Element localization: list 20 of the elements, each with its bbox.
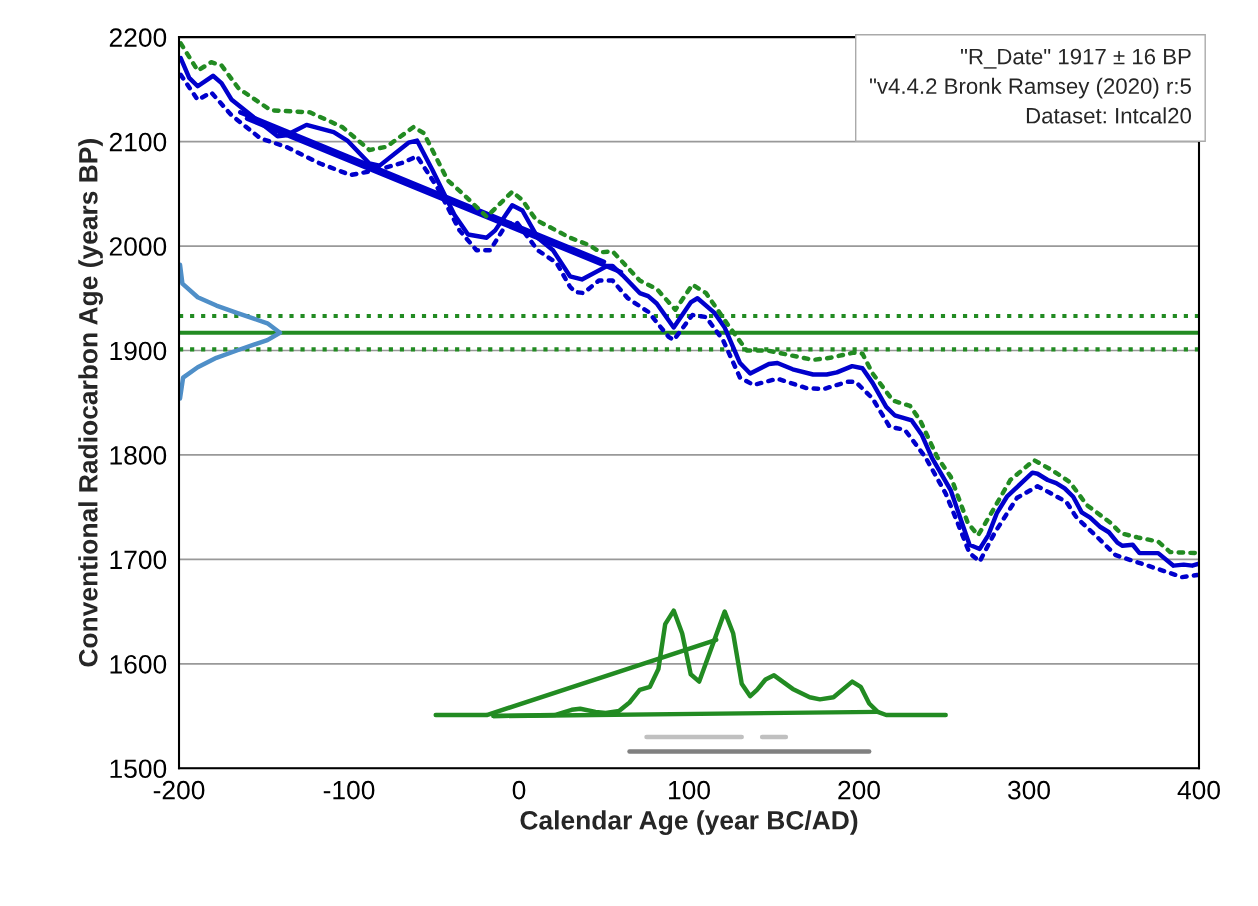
y-tick-label: 1800 [110, 446, 167, 465]
x-tick-label: 200 [838, 780, 880, 800]
y-axis-title: Conventional Radiocarbon Age (years BP) [78, 139, 103, 667]
x-tick-label: -100 [323, 780, 375, 800]
y-tick-label: 2100 [109, 132, 167, 152]
y-tick-label: 1500 [110, 759, 167, 779]
x-tick-label: 0 [512, 780, 526, 800]
x-tick-label: -200 [153, 780, 205, 800]
y-tick-label: 1700 [110, 550, 167, 570]
annotation: Dataset: Intcal20 [1026, 107, 1191, 124]
y-tick-label: 2200 [109, 28, 167, 47]
y-tick-label: 1600 [110, 654, 167, 674]
y-tick-label: 2000 [109, 237, 167, 256]
annotation: "v4.4.2 Bronk Ramsey (2020) r:5 [869, 77, 1191, 99]
x-tick-label: 400 [1177, 780, 1220, 800]
annotation: "R_Date" 1917 ± 16 BP [961, 48, 1191, 69]
x-axis-title: Calendar Age (year BC/AD) [520, 810, 858, 835]
y-tick-label: 1900 [110, 341, 167, 361]
x-tick-label: 300 [1008, 780, 1050, 800]
x-tick-label: 100 [669, 780, 710, 800]
